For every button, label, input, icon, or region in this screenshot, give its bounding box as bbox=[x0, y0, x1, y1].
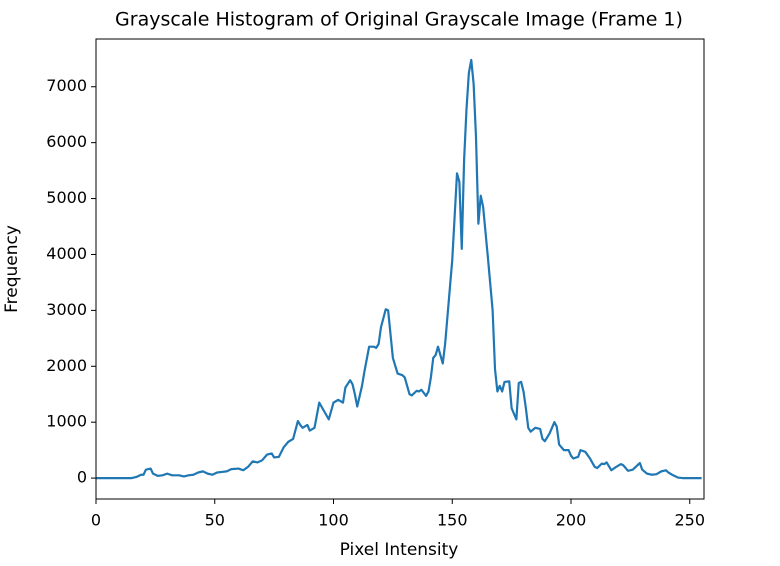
x-tick-label: 100 bbox=[318, 511, 349, 530]
plot-frame bbox=[95, 38, 705, 500]
y-tick-label: 1000 bbox=[46, 412, 87, 431]
y-tick-label: 4000 bbox=[46, 244, 87, 263]
y-tick-label: 2000 bbox=[46, 356, 87, 375]
x-tick-label: 150 bbox=[437, 511, 468, 530]
x-tick-label: 250 bbox=[674, 511, 705, 530]
data-line bbox=[96, 58, 702, 480]
x-tick-label: 50 bbox=[205, 511, 225, 530]
x-axis-label: Pixel Intensity bbox=[340, 540, 459, 560]
y-tick-label: 3000 bbox=[46, 300, 87, 319]
y-tick-label: 6000 bbox=[46, 132, 87, 151]
y-tick-label: 7000 bbox=[46, 76, 87, 95]
y-tick-label: 5000 bbox=[46, 188, 87, 207]
y-axis-label: Frequency bbox=[2, 225, 22, 313]
y-tick-label: 0 bbox=[77, 468, 87, 487]
chart-title: Grayscale Histogram of Original Grayscal… bbox=[115, 9, 683, 31]
x-tick-label: 200 bbox=[556, 511, 587, 530]
x-tick-label: 0 bbox=[91, 511, 101, 530]
